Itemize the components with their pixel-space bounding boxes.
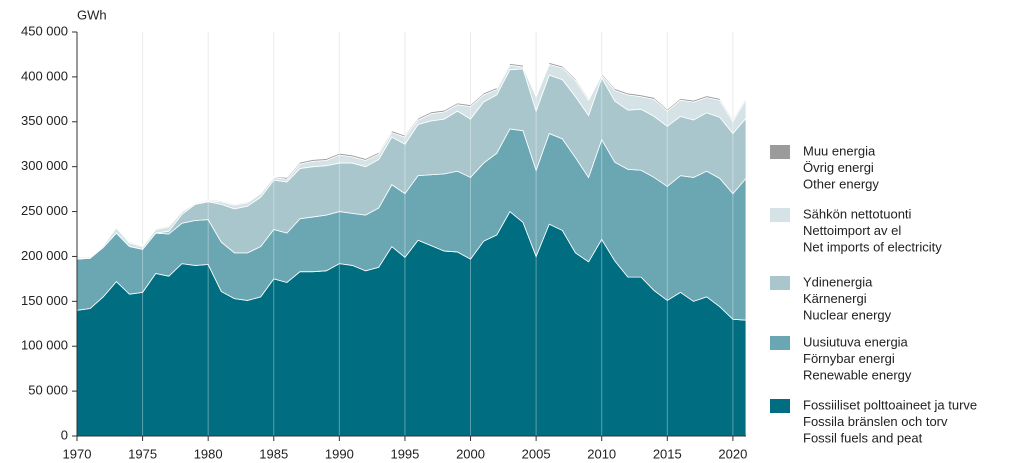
legend-swatch xyxy=(770,399,790,413)
x-tick-label: 1990 xyxy=(325,446,354,461)
legend-label: Uusiutuva energia xyxy=(803,334,909,349)
y-tick-label: 0 xyxy=(61,427,68,442)
legend-label: Fossiiliset polttoaineet ja turve xyxy=(803,397,977,412)
legend-swatch xyxy=(770,145,790,159)
y-tick-label: 50 000 xyxy=(28,383,68,398)
y-unit: GWh xyxy=(77,7,107,22)
legend-label: Kärnenergi xyxy=(803,291,867,306)
y-tick-label: 100 000 xyxy=(21,338,68,353)
x-tick-label: 2000 xyxy=(456,446,485,461)
y-tick-label: 150 000 xyxy=(21,293,68,308)
legend-label: Renewable energy xyxy=(803,367,912,382)
x-tick-label: 1980 xyxy=(194,446,223,461)
y-tick-label: 450 000 xyxy=(21,23,68,38)
legend-label: Sähkön nettotuonti xyxy=(803,206,912,221)
x-tick-label: 2005 xyxy=(522,446,551,461)
x-tick-label: 1970 xyxy=(63,446,92,461)
legend-swatch xyxy=(770,276,790,290)
x-tick-label: 2020 xyxy=(718,446,747,461)
y-tick-label: 250 000 xyxy=(21,203,68,218)
legend-label: Net imports of electricity xyxy=(803,239,942,254)
x-tick-label: 1985 xyxy=(259,446,288,461)
area xyxy=(76,62,747,259)
y-tick-label: 300 000 xyxy=(21,158,68,173)
legend-label: Muu energia xyxy=(803,143,876,158)
legend-swatch xyxy=(770,336,790,350)
x-tick-label: 1975 xyxy=(128,446,157,461)
legend-label: Förnybar energi xyxy=(803,351,895,366)
y-tick-label: 350 000 xyxy=(21,113,68,128)
x-tick-label: 2015 xyxy=(653,446,682,461)
y-tick-label: 200 000 xyxy=(21,248,68,263)
legend-swatch xyxy=(770,208,790,222)
y-tick-label: 400 000 xyxy=(21,68,68,83)
legend-label: Nuclear energy xyxy=(803,307,892,322)
legend-label: Fossil fuels and peat xyxy=(803,430,923,445)
legend-label: Ydinenergia xyxy=(803,274,873,289)
legend-label: Other energy xyxy=(803,176,879,191)
legend-label: Nettoimport av el xyxy=(803,223,901,238)
x-tick-label: 1995 xyxy=(390,446,419,461)
x-tick-label: 2010 xyxy=(587,446,616,461)
legend-label: Övrig energi xyxy=(803,160,874,175)
legend-label: Fossila bränslen och torv xyxy=(803,414,948,429)
